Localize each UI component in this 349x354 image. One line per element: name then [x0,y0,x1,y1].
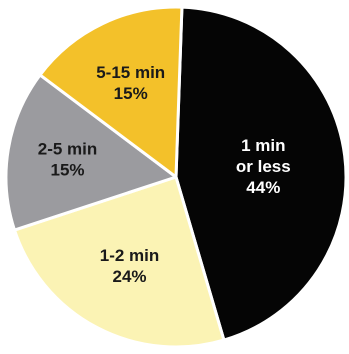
slice-category-0: 1 min [241,136,285,155]
slice-value-1: 24% [112,267,146,286]
slice-category-0: or less [236,157,291,176]
slice-category-2: 2-5 min [38,140,98,159]
pie-slice-3 [38,5,184,179]
slice-label-2: 2-5 min 15% [38,140,98,180]
slices-layer [4,5,348,349]
labels-layer: 1 min or less 44%1-2 min 24%2-5 min 15%5-15 … [38,63,291,286]
slice-value-2: 15% [50,161,84,180]
pie-slice-2 [4,73,178,232]
slice-category-1: 1-2 min [100,246,160,265]
slice-category-3: 5-15 min [96,63,165,82]
slice-value-3: 15% [114,84,148,103]
pie-slice-0 [174,5,348,342]
slice-label-3: 5-15 min 15% [96,63,165,103]
pie-slice-1 [13,175,226,349]
slice-value-0: 44% [246,178,280,197]
slice-label-0: 1 min or less 44% [236,136,291,197]
slice-label-1: 1-2 min 24% [100,246,160,286]
